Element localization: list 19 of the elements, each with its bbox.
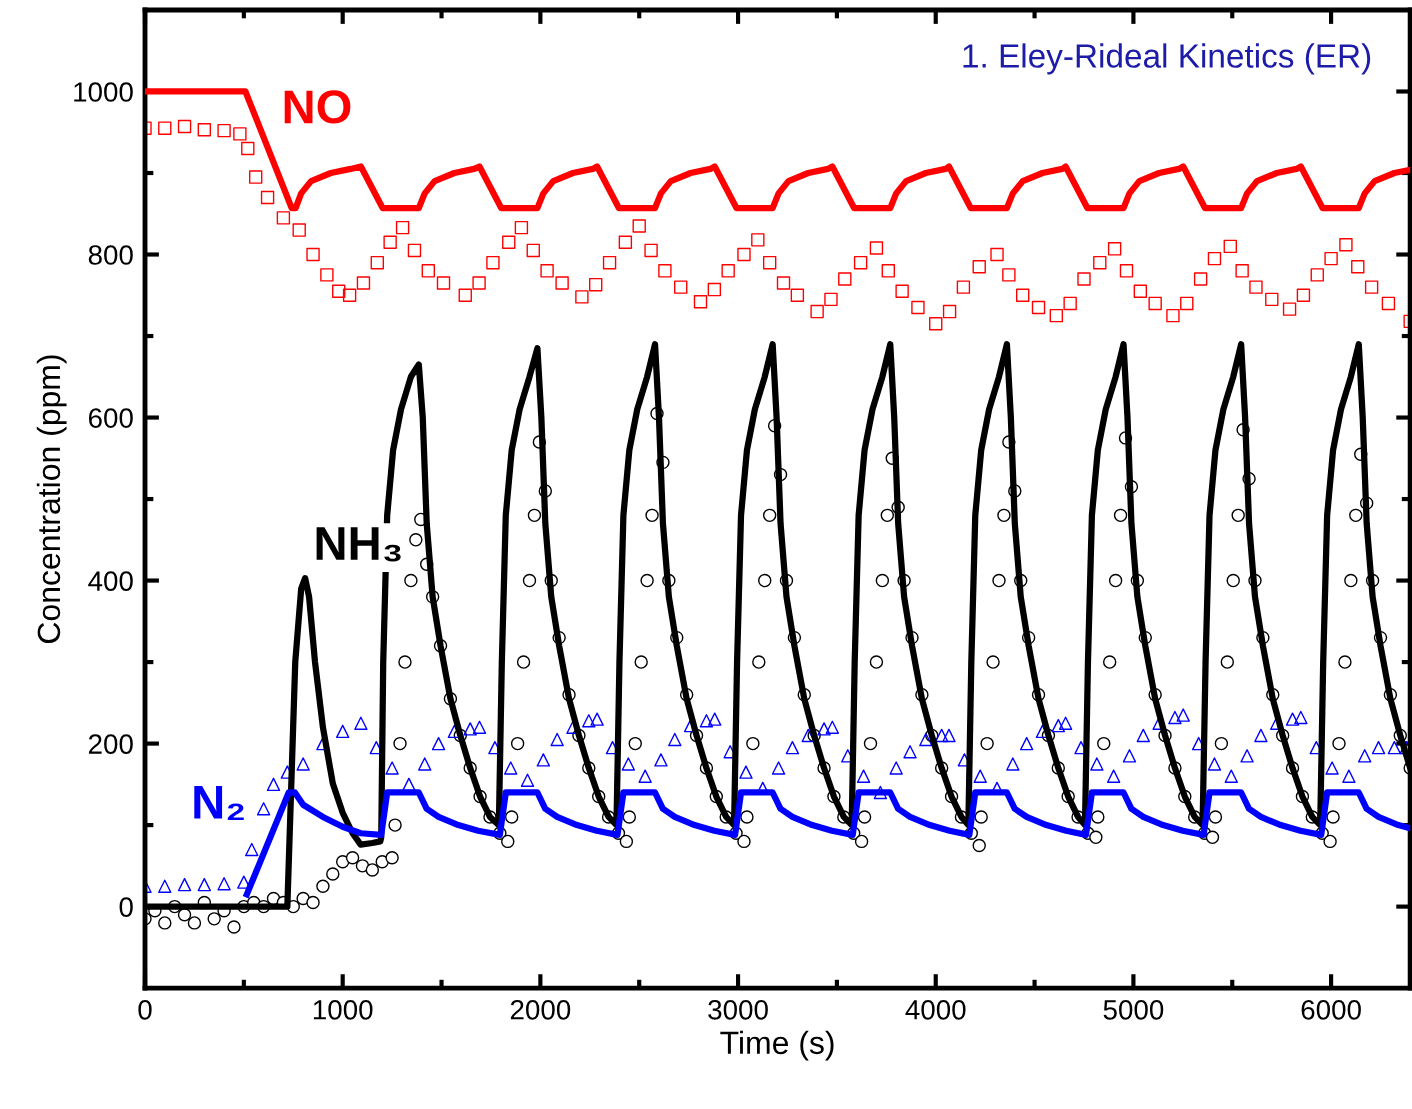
series-label: NO <box>284 90 351 124</box>
x-tick-label: 2000 <box>510 999 571 1020</box>
y-tick-label: 1000 <box>74 82 133 102</box>
x-tick-label: 3000 <box>708 999 768 1020</box>
y-axis-title: Concentration (ppm) <box>36 355 67 644</box>
y-tick-label: 400 <box>88 571 133 591</box>
x-tick-label: 4000 <box>905 999 966 1020</box>
y-tick-label: 0 <box>119 897 133 917</box>
x-tick-label: 1000 <box>313 999 373 1020</box>
x-axis-title: Time (s) <box>720 1030 834 1061</box>
series-label: NH₃ <box>316 527 401 562</box>
y-tick-label: 800 <box>88 245 133 265</box>
series-label: N₂ <box>194 786 244 821</box>
annotation: 1. Eley-Rideal Kinetics (ER) <box>963 43 1371 75</box>
x-tick-label: 0 <box>138 999 152 1020</box>
x-tick-label: 6000 <box>1301 999 1361 1020</box>
x-tick-label: 5000 <box>1103 999 1164 1020</box>
y-tick-label: 600 <box>88 408 133 428</box>
y-tick-label: 200 <box>88 734 133 754</box>
